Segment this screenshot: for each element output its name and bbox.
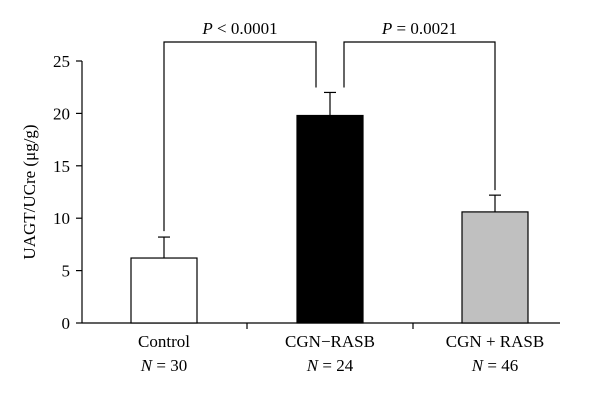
category-label: CGN−RASB: [285, 332, 375, 351]
p-value-label: P < 0.0001: [201, 19, 277, 38]
bars: Control N = 30 CGN−RASB N = 24 CGN + RASB N =…: [130, 91, 544, 375]
y-tick-label: 5: [62, 262, 71, 281]
y-tick-label: 25: [53, 52, 70, 71]
bar: [130, 257, 198, 324]
y-tick-label: 20: [53, 104, 70, 123]
sample-size-label: N = 24: [306, 356, 354, 375]
y-tick-label: 15: [53, 157, 70, 176]
sample-size-label: N = 30: [140, 356, 187, 375]
category-label: CGN + RASB: [446, 332, 544, 351]
bar: [461, 211, 529, 324]
y-tick-label: 0: [62, 314, 71, 333]
sample-size-label: N = 46: [471, 356, 518, 375]
y-axis-label: UAGT/UCre (μg/g): [20, 124, 39, 259]
p-value-label: P = 0.0021: [381, 19, 457, 38]
significance-bracket: [343, 41, 496, 191]
y-tick-label: 10: [53, 209, 70, 228]
bar: [296, 114, 364, 324]
category-label: Control: [138, 332, 190, 351]
significance-bracket: [163, 41, 317, 232]
significance-brackets: P < 0.0001 P = 0.0021: [163, 19, 496, 232]
